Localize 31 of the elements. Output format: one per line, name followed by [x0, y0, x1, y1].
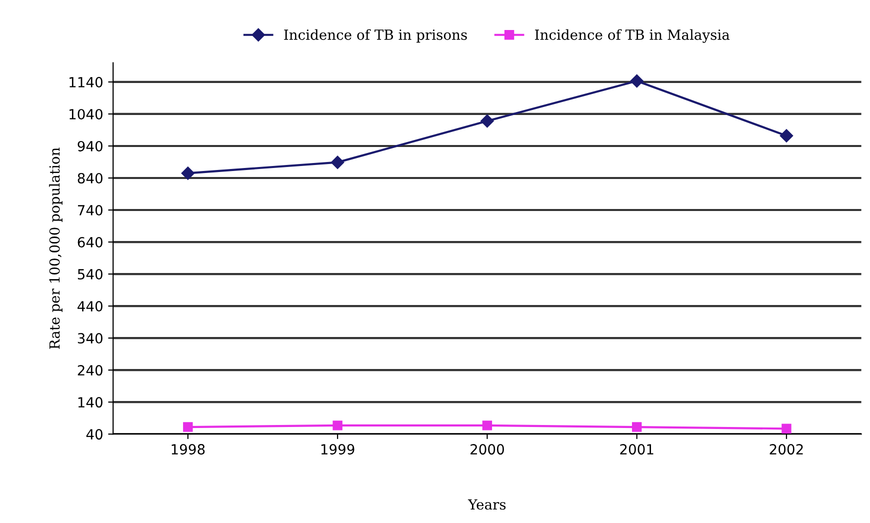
point	[480, 114, 494, 128]
y-tick-label: 540	[78, 269, 102, 280]
y-tick-label: 140	[78, 397, 102, 408]
point	[183, 422, 193, 432]
x-tick-label: 1998	[172, 444, 205, 455]
y-axis-title: Rate per 100,000 population	[49, 148, 62, 349]
legend-label: Incidence of TB in prisons	[284, 29, 467, 43]
legend-label: Incidence of TB in Malaysia	[535, 29, 730, 43]
point	[482, 420, 492, 430]
point	[782, 424, 792, 434]
y-tick-label: 840	[78, 172, 102, 184]
y-tick-label: 1140	[70, 76, 102, 88]
y-tick-label: 40	[86, 429, 102, 440]
x-tick-label: 2002	[770, 444, 803, 455]
y-tick-label: 440	[78, 301, 102, 312]
x-tick-label: 1999	[321, 444, 354, 455]
point	[632, 422, 642, 432]
point	[330, 156, 344, 169]
y-tick-label: 740	[78, 204, 102, 216]
y-tick-label: 240	[78, 365, 102, 376]
point	[332, 420, 342, 430]
point	[780, 129, 794, 142]
y-tick-label: 340	[78, 333, 102, 344]
y-tick-label: 940	[78, 140, 102, 152]
y-tick-label: 1040	[70, 108, 102, 120]
x-axis-title: Years	[468, 499, 506, 510]
point	[630, 74, 644, 88]
point	[181, 166, 195, 180]
y-tick-label: 640	[78, 236, 102, 248]
x-tick-label: 2001	[620, 444, 654, 455]
x-tick-label: 2000	[470, 444, 504, 455]
